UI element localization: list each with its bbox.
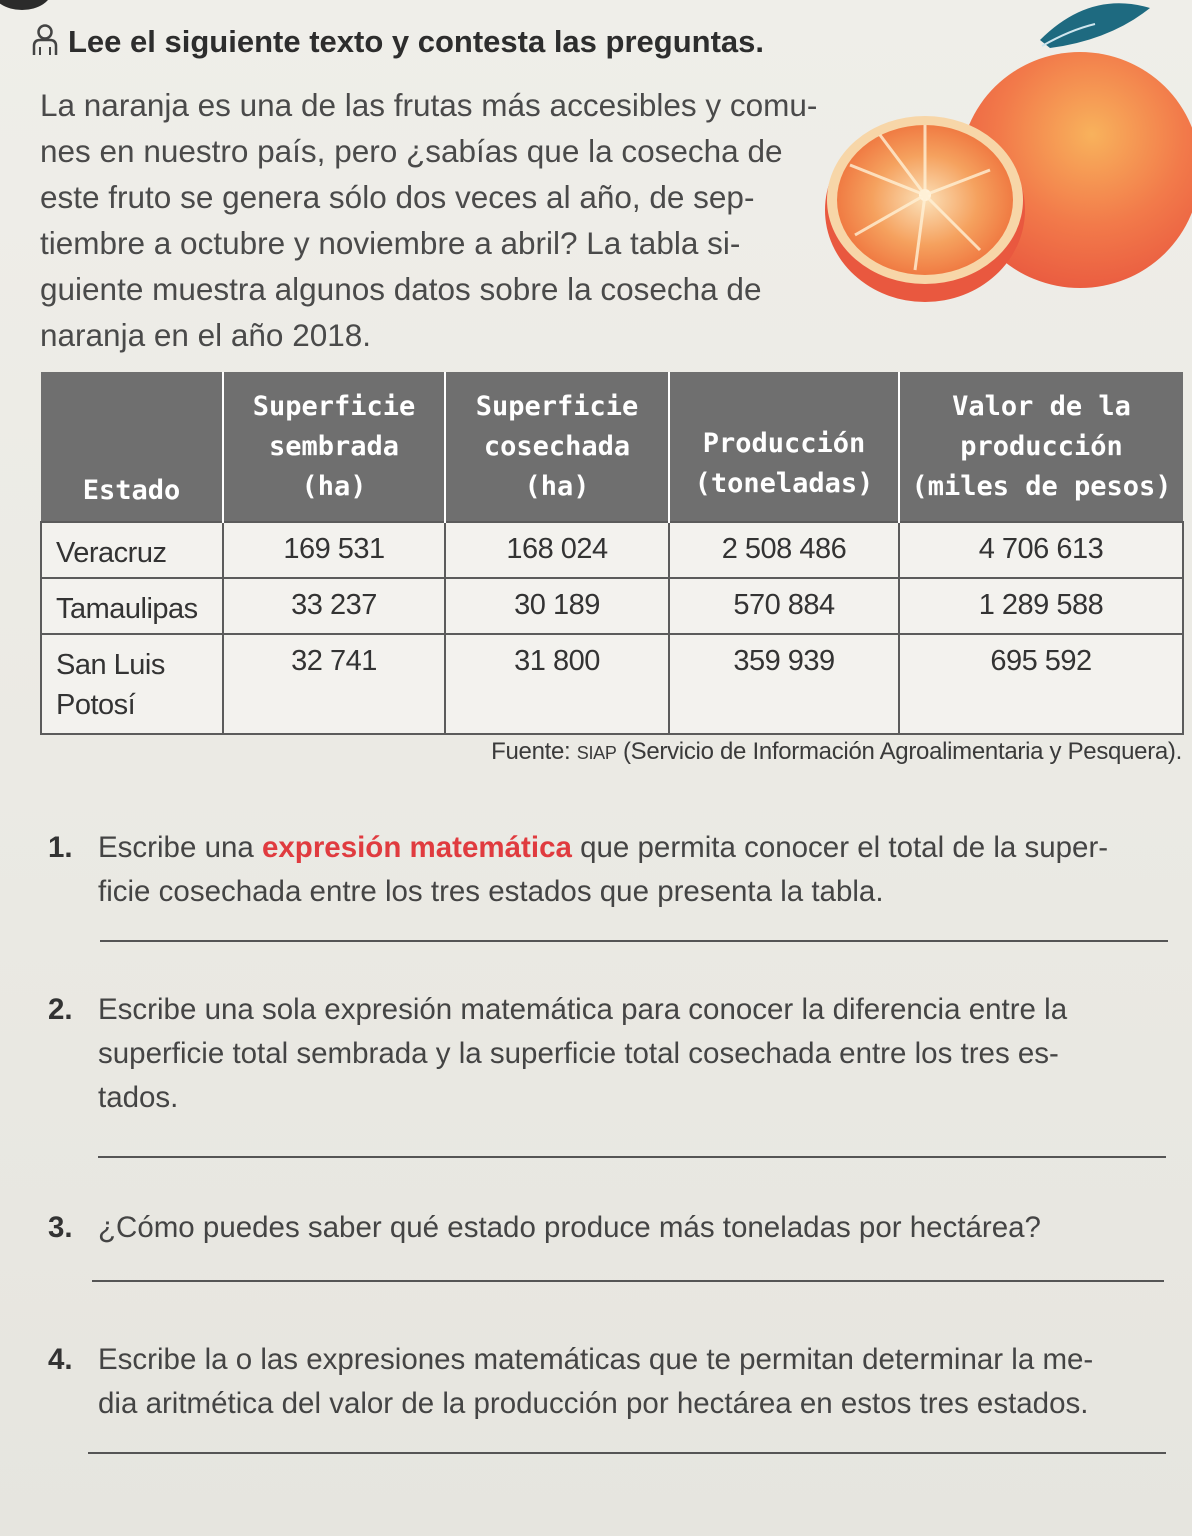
table-row: San Luis Potosí 32 741 31 800 359 939 69… xyxy=(40,633,1184,735)
intro-line: nes en nuestro país, pero ¿sabías que la… xyxy=(40,133,783,169)
intro-paragraph: La naranja es una de las frutas más acce… xyxy=(40,82,830,358)
header-line: producción xyxy=(960,430,1123,462)
corner-mark xyxy=(0,0,52,10)
table-row: Tamaulipas 33 237 30 189 570 884 1 289 5… xyxy=(40,577,1184,635)
question-text-part: Escribe una sola expresión matemática pa… xyxy=(98,993,1068,1026)
question-number: 1. xyxy=(48,831,73,864)
cell-cosechada: 168 024 xyxy=(444,521,670,579)
question-1: 1. Escribe una expresión matemática que … xyxy=(48,826,1168,914)
cell-estado: Tamaulipas xyxy=(40,577,224,635)
harvest-table: Estado Superficie sembrada (ha) Superfic… xyxy=(40,372,1184,735)
cell-sembrada: 169 531 xyxy=(222,521,446,579)
question-text-part: Escribe una xyxy=(98,831,262,864)
cell-sembrada: 33 237 xyxy=(222,577,446,635)
question-text-part: superficie total sembrada y la superfici… xyxy=(98,1037,1059,1070)
header-superficie-cosechada: Superficie cosechada (ha) xyxy=(445,372,670,522)
question-text-part: Escribe la o las expresiones matemáticas… xyxy=(98,1343,1094,1376)
highlighted-term: expresión matemática xyxy=(261,831,572,864)
header-produccion: Producción (toneladas) xyxy=(669,372,900,522)
question-text-part: que permita conocer el total de la super… xyxy=(571,831,1109,864)
orange-illustration xyxy=(825,3,1192,302)
header-line: cosechada xyxy=(483,430,631,462)
header-valor-produccion: Valor de la producción (miles de pesos) xyxy=(899,372,1183,522)
question-number: 2. xyxy=(48,993,73,1026)
answer-line-3[interactable] xyxy=(92,1280,1164,1282)
question-number: 4. xyxy=(48,1343,73,1376)
question-3: 3. ¿Cómo puedes saber qué estado produce… xyxy=(48,1206,1168,1250)
header-line: (miles de pesos) xyxy=(911,470,1172,502)
answer-line-4[interactable] xyxy=(88,1452,1166,1454)
cell-produccion: 570 884 xyxy=(668,577,900,635)
cell-cosechada: 31 800 xyxy=(444,633,670,735)
source-prefix: Fuente: xyxy=(491,738,577,765)
question-text: Escribe la o las expresiones matemáticas… xyxy=(98,1338,1168,1426)
question-text-part: ¿Cómo puedes saber qué estado produce má… xyxy=(98,1211,1041,1244)
answer-line-2[interactable] xyxy=(98,1156,1166,1158)
question-2: 2. Escribe una sola expresión matemática… xyxy=(48,988,1168,1120)
intro-line: guiente muestra algunos datos sobre la c… xyxy=(40,271,762,307)
question-text-part: dia aritmética del valor de la producció… xyxy=(98,1387,1089,1420)
intro-line: naranja en el año 2018. xyxy=(40,317,372,353)
cell-valor: 1 289 588 xyxy=(898,577,1184,635)
header-line: (ha) xyxy=(301,470,367,502)
header-superficie-sembrada: Superficie sembrada (ha) xyxy=(223,372,446,522)
header-estado: Estado xyxy=(41,372,224,522)
cell-valor: 4 706 613 xyxy=(898,521,1184,579)
state-line: Potosí xyxy=(56,689,136,721)
header-line: (ha) xyxy=(524,470,590,502)
header-line: sembrada xyxy=(268,430,400,462)
cell-estado: San Luis Potosí xyxy=(40,633,224,735)
source-acronym: SIAP xyxy=(576,743,617,763)
table-row: Veracruz 169 531 168 024 2 508 486 4 706… xyxy=(40,521,1184,579)
source-rest: (Servicio de Información Agroalimentaria… xyxy=(616,738,1182,765)
intro-line: tiembre a octubre y noviembre a abril? L… xyxy=(40,225,741,261)
question-text-part: ficie cosechada entre los tres estados q… xyxy=(98,875,884,908)
header-line: Producción xyxy=(702,427,866,459)
header-line: (toneladas) xyxy=(694,467,874,499)
header-line: Valor de la xyxy=(952,390,1131,422)
heading-text: Lee el siguiente texto y contesta las pr… xyxy=(68,24,764,59)
question-number: 3. xyxy=(48,1211,73,1244)
header-line: Superficie xyxy=(252,390,416,422)
question-4: 4. Escribe la o las expresiones matemáti… xyxy=(48,1338,1168,1426)
intro-line: La naranja es una de las frutas más acce… xyxy=(40,87,818,123)
cell-cosechada: 30 189 xyxy=(444,577,670,635)
table-source: Fuente: SIAP (Servicio de Información Ag… xyxy=(40,738,1182,766)
state-line: San Luis xyxy=(56,649,165,681)
header-line: Superficie xyxy=(475,390,639,422)
cell-valor: 695 592 xyxy=(898,633,1184,735)
person-icon xyxy=(32,24,58,55)
question-text: Escribe una sola expresión matemática pa… xyxy=(98,988,1168,1120)
question-text: ¿Cómo puedes saber qué estado produce má… xyxy=(98,1206,1168,1250)
cell-produccion: 359 939 xyxy=(668,633,900,735)
answer-line-1[interactable] xyxy=(100,940,1168,942)
cell-produccion: 2 508 486 xyxy=(668,521,900,579)
cell-estado: Veracruz xyxy=(40,521,224,579)
instructions-heading: Lee el siguiente texto y contesta las pr… xyxy=(32,24,832,60)
cell-sembrada: 32 741 xyxy=(222,633,446,735)
intro-line: este fruto se genera sólo dos veces al a… xyxy=(40,179,755,215)
question-text: Escribe una expresión matemática que per… xyxy=(98,826,1168,914)
question-text-part: tados. xyxy=(98,1081,179,1114)
